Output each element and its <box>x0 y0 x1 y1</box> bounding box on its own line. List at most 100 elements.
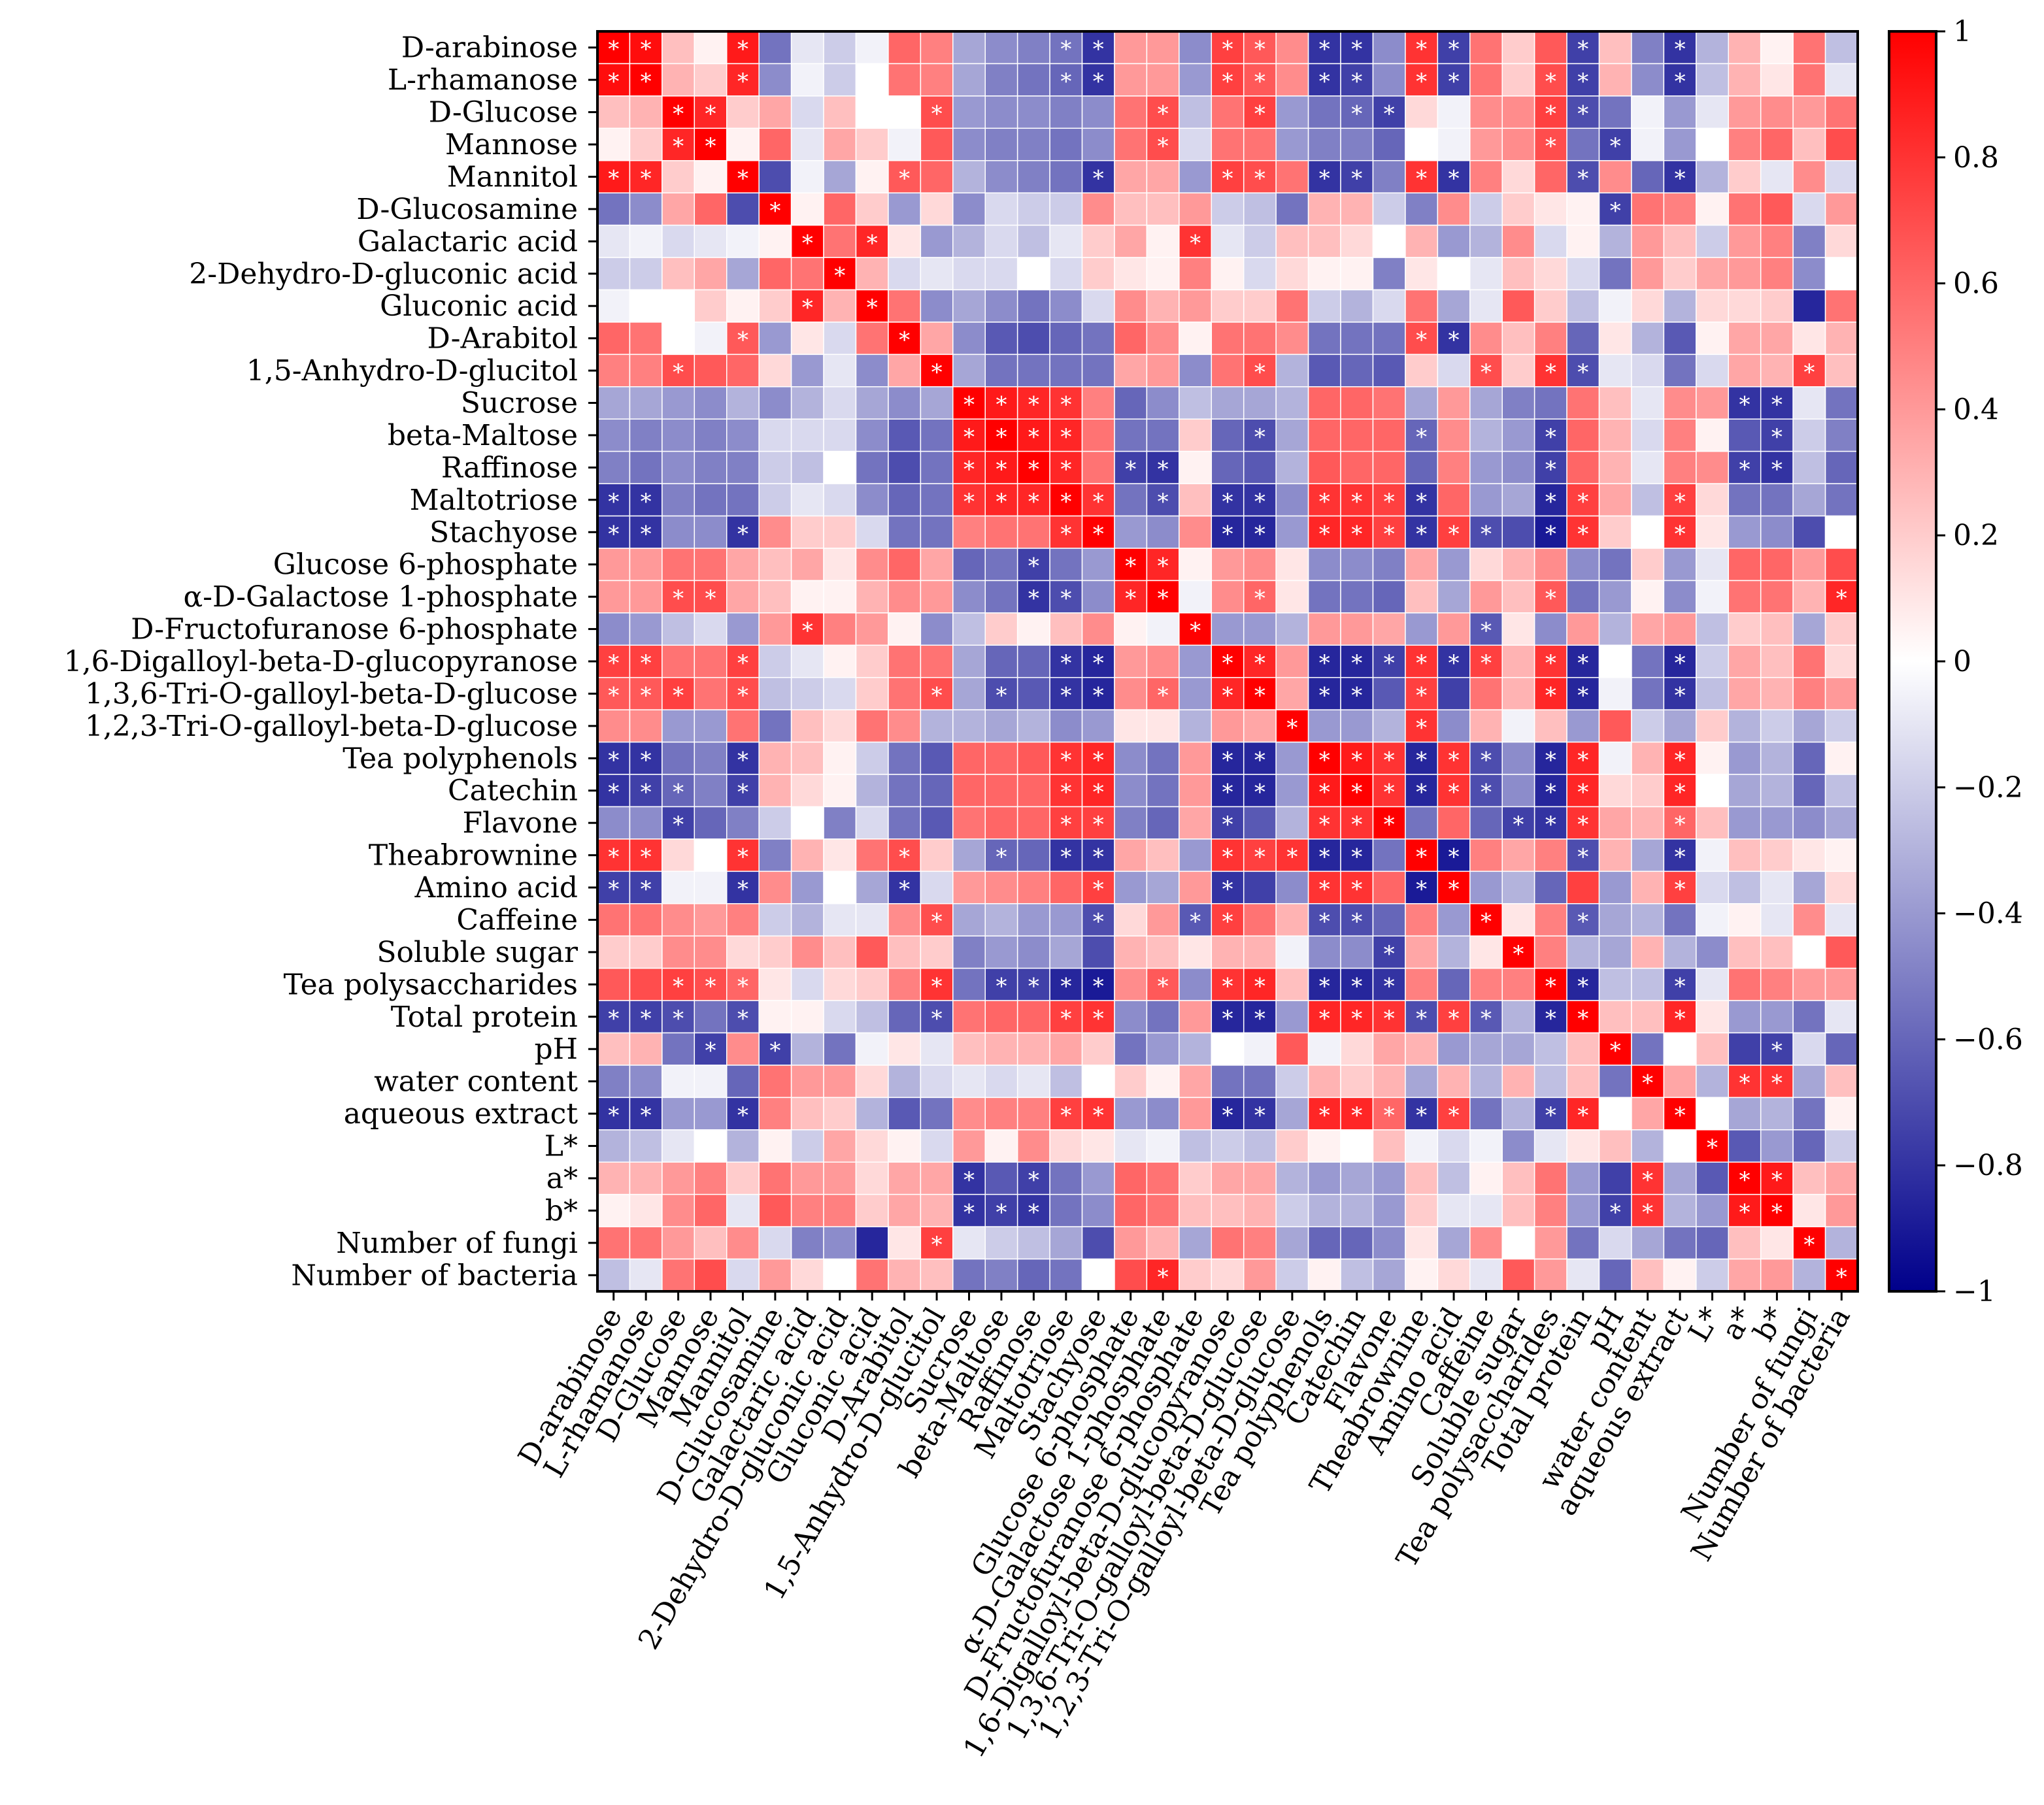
heatmap-cell <box>855 386 889 420</box>
significance-star: * <box>1545 747 1556 773</box>
heatmap-cell <box>1307 418 1341 452</box>
heatmap-cell <box>855 354 889 388</box>
heatmap-cell <box>1405 127 1439 161</box>
heatmap-cell <box>597 709 631 743</box>
heatmap-cell <box>1340 548 1374 582</box>
heatmap-cell <box>1792 1193 1826 1227</box>
heatmap-cell <box>1211 257 1245 291</box>
heatmap-cell <box>1372 1161 1406 1195</box>
heatmap-cell <box>758 1193 792 1227</box>
heatmap-cell <box>952 289 986 323</box>
heatmap-cell <box>855 1097 889 1131</box>
heatmap-cell <box>952 192 986 226</box>
heatmap-cell <box>758 224 792 258</box>
significance-star: * <box>705 1038 716 1064</box>
heatmap-cell <box>1211 1193 1245 1227</box>
heatmap-cell <box>694 354 728 388</box>
heatmap-cell <box>1307 354 1341 388</box>
heatmap-cell <box>597 1032 631 1066</box>
heatmap-cell <box>1146 548 1180 582</box>
row-label: Raffinose <box>441 451 578 484</box>
significance-star: * <box>1771 392 1783 418</box>
significance-star: * <box>1675 844 1686 870</box>
heatmap-cell <box>823 354 857 388</box>
heatmap-cell <box>1663 935 1697 969</box>
heatmap-cell <box>1275 806 1309 840</box>
heatmap-cell <box>1049 192 1083 226</box>
heatmap-cell <box>1405 1161 1439 1195</box>
heatmap-cell <box>1275 31 1309 65</box>
heatmap-cell <box>1824 1097 1858 1131</box>
significance-star: * <box>1222 489 1233 515</box>
heatmap-cell <box>952 644 986 678</box>
significance-star: * <box>1254 973 1265 999</box>
heatmap-cell <box>1598 774 1632 808</box>
heatmap-cell <box>1501 159 1535 193</box>
heatmap-cell <box>1243 1129 1277 1163</box>
heatmap-cell <box>1469 741 1503 775</box>
heatmap-cell <box>984 224 1018 258</box>
heatmap-cell <box>1728 483 1762 517</box>
significance-star: * <box>931 908 943 935</box>
significance-star: * <box>1060 844 1071 870</box>
row-label: D-Arabitol <box>427 322 578 356</box>
significance-star: * <box>1577 69 1588 95</box>
heatmap-cell <box>694 127 728 161</box>
heatmap-cell <box>1631 354 1665 388</box>
heatmap-cell <box>1824 806 1858 840</box>
row-label: Mannose <box>445 128 578 161</box>
heatmap-cell <box>1307 580 1341 614</box>
heatmap-cell <box>888 257 922 291</box>
heatmap-cell <box>1146 95 1180 129</box>
heatmap-cell <box>1307 289 1341 323</box>
heatmap-cell <box>662 580 695 614</box>
heatmap-cell <box>1598 1000 1632 1034</box>
heatmap-cell <box>1469 870 1503 904</box>
heatmap-cell <box>1663 354 1697 388</box>
heatmap-cell <box>1437 644 1471 678</box>
significance-star: * <box>1449 521 1460 547</box>
row-label: Tea polyphenols <box>343 742 578 775</box>
heatmap-cell <box>629 806 663 840</box>
row-label: Gluconic acid <box>380 290 578 323</box>
heatmap-cell <box>1631 95 1665 129</box>
row-label: aqueous extract <box>344 1097 578 1131</box>
heatmap-cell <box>1533 386 1567 420</box>
heatmap-cell <box>1566 1000 1600 1034</box>
heatmap-cell <box>1049 838 1083 872</box>
heatmap-cell <box>855 838 889 872</box>
heatmap-cell <box>1533 31 1567 65</box>
heatmap-cell <box>1372 774 1406 808</box>
significance-star: * <box>1028 392 1039 418</box>
heatmap-cell <box>1405 709 1439 743</box>
heatmap-cell <box>1728 515 1762 549</box>
significance-star: * <box>1675 973 1686 999</box>
heatmap-cell <box>1469 192 1503 226</box>
heatmap-cell <box>1372 1097 1406 1131</box>
significance-star: * <box>705 133 716 159</box>
heatmap-cell <box>694 450 728 484</box>
heatmap-cell <box>1340 1258 1374 1292</box>
heatmap-cell <box>1792 386 1826 420</box>
heatmap-cell <box>1696 450 1730 484</box>
heatmap-cell <box>1372 63 1406 97</box>
heatmap-cell <box>1469 483 1503 517</box>
heatmap-cell <box>1728 1000 1762 1034</box>
significance-star: * <box>608 747 619 773</box>
heatmap-cell <box>726 903 760 936</box>
heatmap-cell <box>1501 903 1535 936</box>
heatmap-cell <box>1016 774 1050 808</box>
heatmap-cell <box>726 1032 760 1066</box>
heatmap-cell <box>1792 676 1826 710</box>
heatmap-cell <box>984 418 1018 452</box>
heatmap-cell <box>1049 1129 1083 1163</box>
row-label: beta-Maltose <box>388 419 578 452</box>
significance-star: * <box>737 780 748 806</box>
heatmap-cell <box>1049 903 1083 936</box>
heatmap-cell <box>1792 870 1826 904</box>
heatmap-cell <box>1114 192 1148 226</box>
heatmap-cell <box>1631 31 1665 65</box>
heatmap-cell <box>1146 935 1180 969</box>
significance-star: * <box>1028 586 1039 612</box>
heatmap-cell <box>694 224 728 258</box>
